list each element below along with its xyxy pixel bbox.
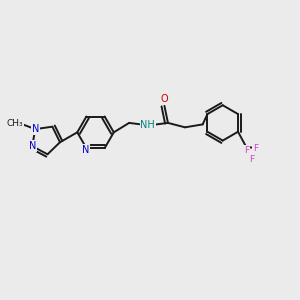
Text: F: F: [249, 155, 254, 164]
Text: N: N: [32, 124, 39, 134]
Text: NH: NH: [140, 120, 155, 130]
Text: F: F: [253, 144, 258, 153]
Text: N: N: [82, 145, 89, 154]
Text: N: N: [28, 141, 36, 151]
Text: O: O: [160, 94, 168, 104]
Text: F: F: [244, 146, 249, 155]
Text: CH₃: CH₃: [6, 119, 23, 128]
